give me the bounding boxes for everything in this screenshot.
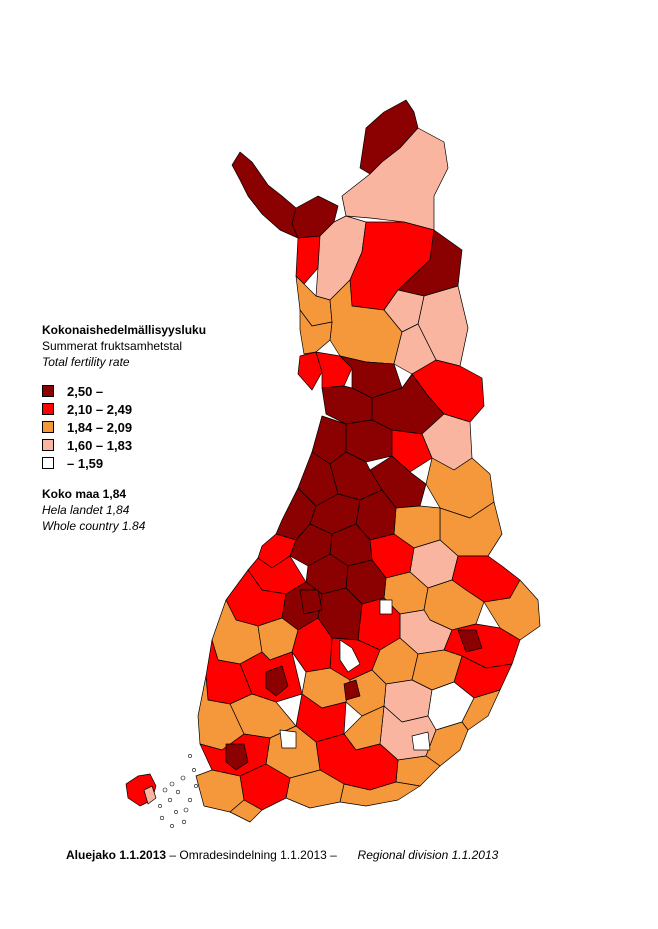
region-accent-2 [265,665,289,697]
region-enontekio [231,151,299,239]
country-total: Koko maa 1,84 Hela landet 1,84 Whole cou… [42,486,242,534]
region-kotka [339,781,421,807]
region-kittila [295,235,321,285]
footer-sv: – Omradesindelning 1.1.2013 – [169,848,337,862]
footer-en: Regional division 1.1.2013 [357,848,499,862]
region-turku [195,769,245,813]
footer-fi: Aluejako 1.1.2013 [66,848,167,862]
region-accent-5 [299,589,323,615]
region-accent-8 [411,731,431,751]
country-total-sv: Hela landet 1,84 [42,503,130,517]
legend-item: 1,84 – 2,09 [42,418,242,436]
country-total-en: Whole country 1.84 [42,519,146,533]
region-accent-6 [343,679,361,701]
legend-classes: 2,50 – 2,10 – 2,49 1,84 – 2,09 1,60 – 1,… [42,382,242,472]
legend-item: 2,50 – [42,382,242,400]
legend-swatch [42,457,54,469]
region-ii [321,385,373,425]
legend-label: 1,60 – 1,83 [67,437,133,453]
region-accent-9 [379,599,393,615]
legend-label: 2,50 – [67,383,104,399]
map-footer: Aluejako 1.1.2013 – Omradesindelning 1.1… [66,848,498,862]
legend-label: 2,10 – 2,49 [67,401,133,417]
region-parikkala [461,689,501,731]
map-legend: Kokonaishedelmällisyysluku Summerat fruk… [42,322,242,534]
legend-swatch [42,439,54,451]
legend-subtitle-en: Total fertility rate [42,355,130,369]
legend-label: – 1,59 [67,455,104,471]
legend-item: 2,10 – 2,49 [42,400,242,418]
legend-title: Kokonaishedelmällisyysluku [42,323,207,337]
region-accent-1 [339,639,361,673]
legend-swatch [42,403,54,415]
region-utajarvi [391,429,433,473]
legend-item: – 1,59 [42,454,242,472]
region-salo [229,799,263,823]
region-accent-4 [457,629,483,653]
region-tornio-valley [299,309,333,355]
legend-item: 1,60 – 1,83 [42,436,242,454]
region-accent-7 [279,729,297,749]
region-accent-3 [225,743,249,771]
country-total-fi: Koko maa 1,84 [42,487,127,501]
region-tornio [297,351,323,391]
legend-swatch [42,385,54,397]
legend-label: 1,84 – 2,09 [67,419,133,435]
legend-subtitle-sv: Summerat fruktsamhetstal [42,339,183,353]
region-aland-2 [143,785,157,805]
legend-swatch [42,421,54,433]
